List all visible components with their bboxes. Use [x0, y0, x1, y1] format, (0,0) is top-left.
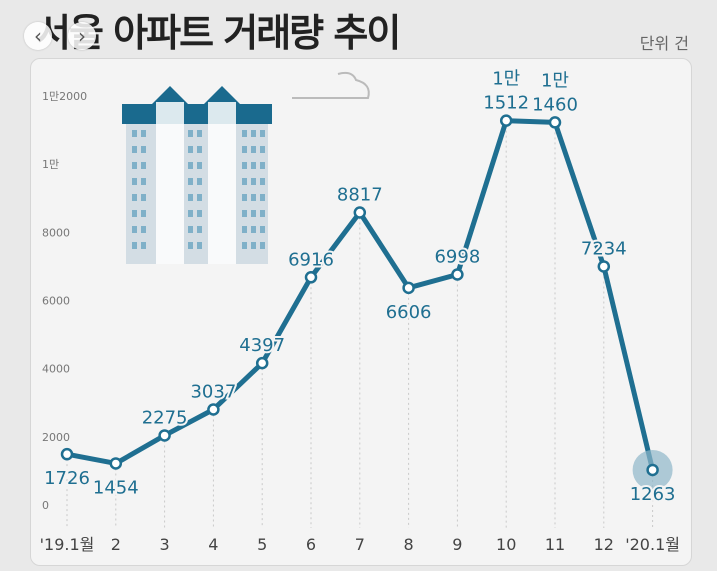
x-tick-label: 10	[496, 535, 516, 554]
data-label: 1263	[630, 484, 676, 505]
data-point	[451, 268, 464, 281]
data-point	[402, 281, 415, 295]
data-point	[255, 356, 269, 370]
data-label: 1512	[483, 93, 529, 114]
x-tick-label: 4	[208, 535, 218, 554]
y-tick-label: 8000	[42, 226, 70, 239]
unit-label: 단위 건	[639, 34, 689, 53]
data-label: 6606	[386, 302, 432, 323]
y-tick-label: 1만	[42, 158, 59, 171]
x-tick-label: 9	[452, 535, 462, 554]
y-tick-label: 1만2000	[42, 90, 87, 103]
apartment-building-icon	[122, 86, 272, 264]
data-point	[304, 271, 318, 284]
y-tick-label: 0	[42, 499, 49, 512]
data-point	[548, 116, 562, 129]
data-point	[646, 463, 659, 477]
prev-arrow-button[interactable]: ‹	[24, 22, 52, 50]
chart-title: 서울 아파트 거래량 추이	[36, 11, 401, 55]
x-tick-label: 11	[545, 535, 565, 554]
y-tick-label: 2000	[42, 431, 70, 444]
data-point	[60, 447, 74, 461]
y-tick-label: 4000	[42, 363, 70, 376]
data-label: 1만	[541, 70, 569, 91]
data-point	[158, 429, 171, 442]
data-point	[207, 403, 220, 416]
x-tick-label: 2	[111, 535, 121, 554]
data-label: 2275	[142, 407, 188, 428]
data-label: 8817	[337, 184, 383, 205]
data-label: 1726	[44, 468, 90, 489]
x-tick-label: 6	[306, 535, 316, 554]
x-tick-label: 8	[404, 535, 414, 554]
cloud-icon	[292, 71, 370, 99]
data-point	[597, 260, 611, 273]
x-tick-label: 3	[160, 535, 170, 554]
data-label: 1460	[532, 94, 578, 115]
x-tick-label: '20.1월	[625, 535, 680, 554]
data-label: 6998	[434, 246, 480, 267]
data-label: 3037	[190, 381, 236, 402]
data-label: 6916	[288, 249, 334, 270]
x-tick-label: 7	[355, 535, 365, 554]
next-arrow-button[interactable]: ›	[68, 22, 96, 50]
data-point	[499, 114, 513, 127]
data-point	[353, 206, 367, 219]
data-label: 1454	[93, 477, 139, 498]
data-label: 4397	[239, 335, 285, 356]
y-tick-label: 6000	[42, 295, 70, 308]
data-label: 7234	[581, 238, 627, 259]
x-tick-label: 5	[257, 535, 267, 554]
data-point	[109, 457, 123, 470]
x-tick-label: '19.1월	[40, 535, 95, 554]
data-label: 1만	[492, 69, 520, 90]
x-tick-label: 12	[594, 535, 614, 554]
